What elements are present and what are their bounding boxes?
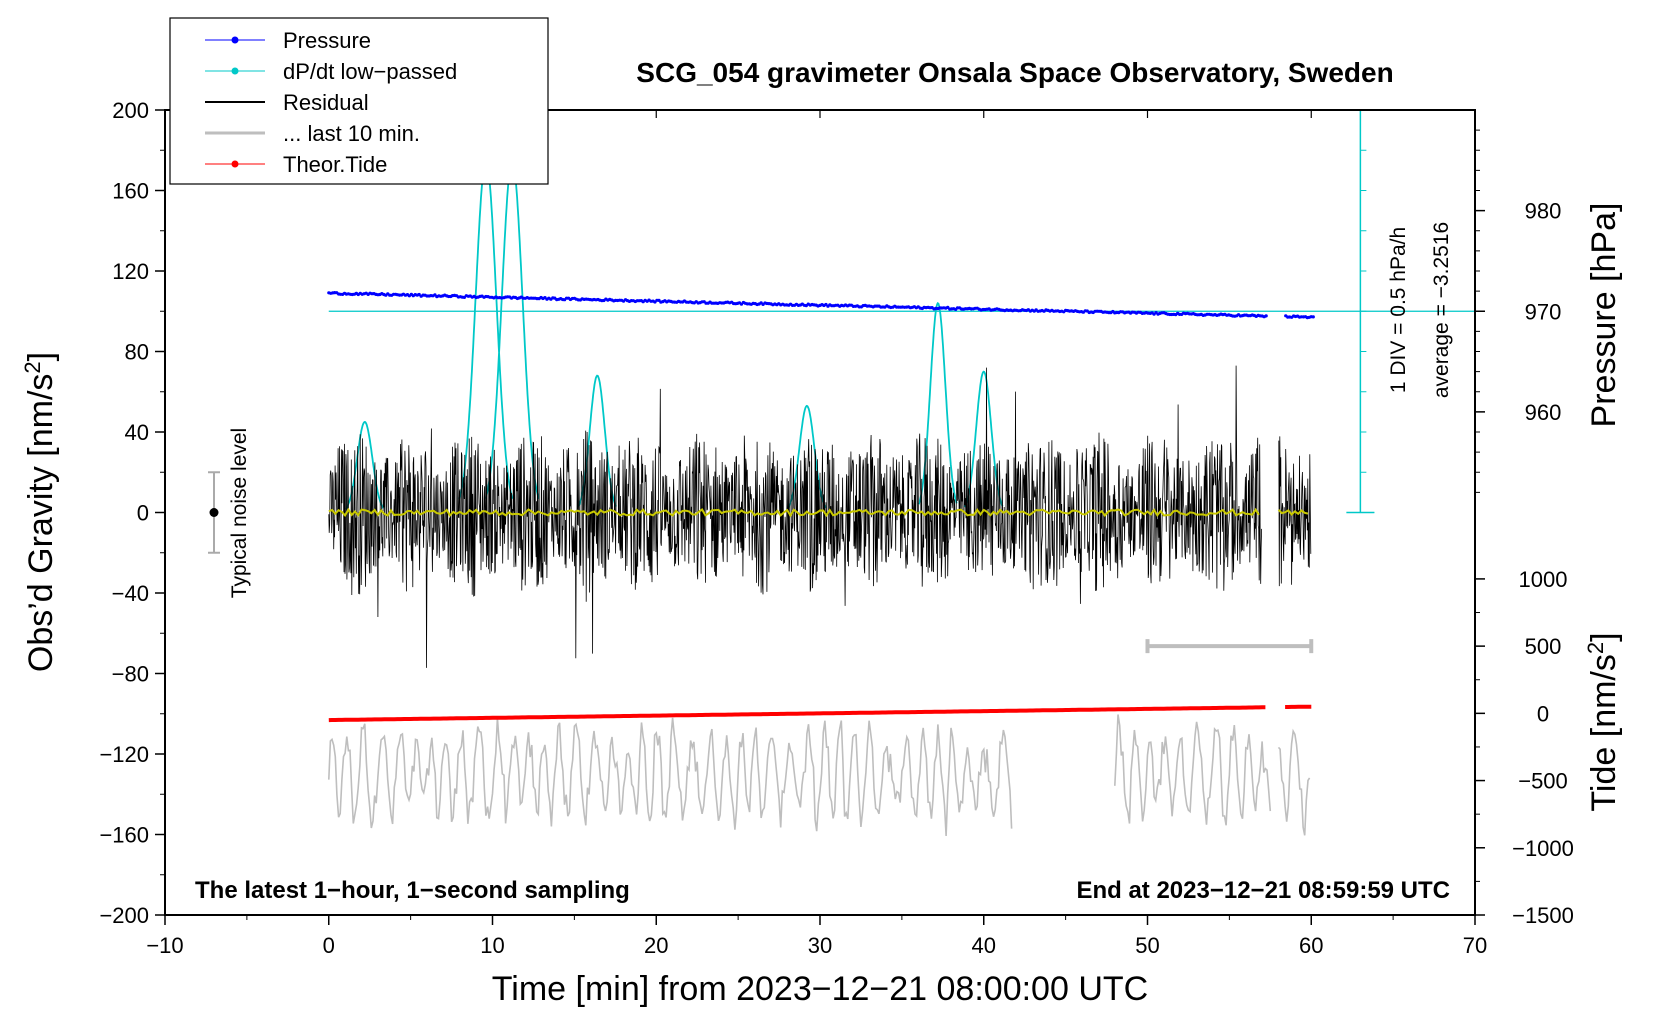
- tide-tick-label: −500: [1518, 769, 1568, 794]
- bottom-right-note: End at 2023−12−21 08:59:59 UTC: [1076, 877, 1450, 904]
- y-tick-label: 200: [112, 98, 149, 123]
- x-axis-label: Time [min] from 2023−12−21 08:00:00 UTC: [492, 970, 1148, 1008]
- y-tick-label: 0: [137, 501, 149, 526]
- x-tick-label: 40: [972, 933, 996, 958]
- legend-label-dpdt: dP/dt low−passed: [283, 59, 457, 84]
- y-tick-label: −80: [112, 662, 149, 687]
- legend-marker-dpdt: [231, 67, 239, 75]
- y-axis-label-tide-sup: 2: [1583, 642, 1608, 654]
- pressure-tick-label: 970: [1525, 299, 1562, 324]
- x-tick-label: 30: [808, 933, 832, 958]
- y-axis-label-gravity: Obs’d Gravity [nm/s2]: [20, 352, 60, 672]
- chart-title: SCG_054 gravimeter Onsala Space Observat…: [636, 57, 1393, 88]
- y-axis-label-pressure: Pressure [hPa]: [1585, 203, 1623, 428]
- series-layer: [327, 109, 1475, 837]
- x-tick-label: 0: [323, 933, 335, 958]
- x-tick-label: 70: [1463, 933, 1487, 958]
- legend: Pressure dP/dt low−passed Residual ... l…: [169, 17, 549, 185]
- x-tick-label: 20: [644, 933, 668, 958]
- y-tick-label: 80: [125, 340, 149, 365]
- x-tick-label: 10: [480, 933, 504, 958]
- legend-marker-tide: [231, 160, 239, 168]
- tide-tick-label: 1000: [1519, 567, 1568, 592]
- legend-label-last10: ... last 10 min.: [283, 121, 420, 146]
- legend-label-residual: Residual: [283, 90, 369, 115]
- y-axis-label-gravity-close: ]: [22, 352, 60, 361]
- tide-tick-label: −1000: [1512, 836, 1574, 861]
- y-tick-label: 160: [112, 179, 149, 204]
- y-tick-label: 40: [125, 420, 149, 445]
- legend-marker-pressure: [231, 36, 239, 44]
- x-tick-label: 60: [1299, 933, 1323, 958]
- axis-layer: −10 0 10 20 30 40 50 60 70 200 160 120 80 40 0 −40 −80 −1…: [99, 98, 1573, 958]
- pressure-tick-label: 960: [1525, 400, 1562, 425]
- noise-level-dot: [209, 508, 219, 517]
- y-tick-label: −160: [99, 823, 149, 848]
- tide-tick-label: −1500: [1512, 903, 1574, 928]
- pressure-tick-label: 980: [1525, 199, 1562, 224]
- y-axis-label-tide-main: Tide [nm/s: [1585, 654, 1623, 811]
- legend-label-tide: Theor.Tide: [283, 152, 387, 177]
- legend-entry-pressure: Pressure: [205, 28, 371, 53]
- pressure-series-dots: [327, 291, 1315, 320]
- residual-series-line: [328, 365, 1312, 668]
- mean-series-line: [328, 507, 1309, 518]
- legend-entry-residual: Residual: [205, 90, 369, 115]
- y-tick-label: −40: [112, 581, 149, 606]
- x-tick-label: −10: [146, 933, 183, 958]
- y-axis-label-gravity-sup: 2: [20, 361, 45, 373]
- last10-series-line: [328, 714, 1311, 837]
- y-tick-label: −200: [99, 903, 149, 928]
- y-axis-label-tide: Tide [nm/s2]: [1583, 632, 1623, 811]
- y-tick-label: −120: [99, 742, 149, 767]
- tide-tick-label: 500: [1525, 634, 1562, 659]
- y-axis-label-tide-close: ]: [1585, 632, 1623, 641]
- legend-entry-tide: Theor.Tide: [205, 152, 387, 177]
- legend-label-pressure: Pressure: [283, 28, 371, 53]
- dpdt-scale-label: 1 DIV = 0.5 hPa/h: [1387, 227, 1410, 393]
- legend-entry-last10: ... last 10 min.: [205, 121, 420, 146]
- bottom-left-note: The latest 1−hour, 1−second sampling: [195, 877, 630, 904]
- noise-level-label: Typical noise level: [228, 428, 251, 598]
- noise-level-indicator: Typical noise level: [208, 428, 251, 598]
- dpdt-average-label: average = −3.2516: [1430, 222, 1453, 398]
- tide-series-line: [328, 704, 1312, 723]
- y-axis-label-gravity-main: Obs’d Gravity [nm/s: [22, 374, 60, 673]
- tide-tick-label: 0: [1537, 701, 1549, 726]
- legend-entry-dpdt: dP/dt low−passed: [205, 59, 457, 84]
- x-tick-label: 50: [1135, 933, 1159, 958]
- y-tick-label: 120: [112, 259, 149, 284]
